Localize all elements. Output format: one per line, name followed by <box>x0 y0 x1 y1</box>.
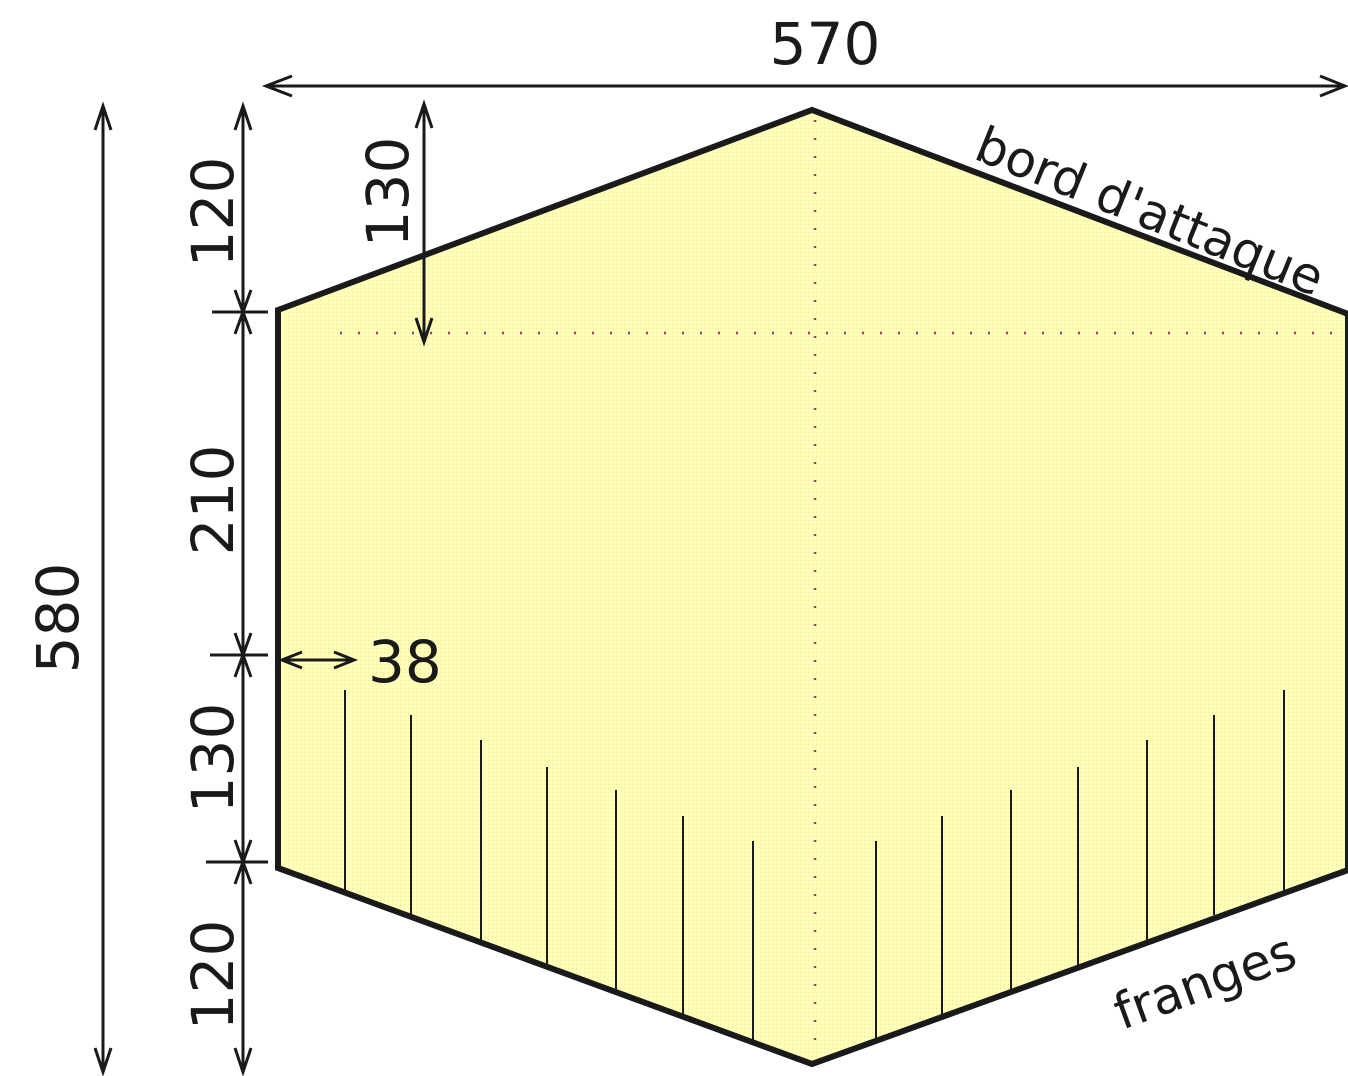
top-segment-label: 120 <box>179 157 247 268</box>
fringe-inset-dimension: 38 <box>277 628 442 696</box>
bottom-segment-label: 120 <box>179 920 247 1031</box>
middle-segment-label: 210 <box>179 445 247 556</box>
height-label: 580 <box>24 563 92 674</box>
guide-offset-dimension: 130 <box>354 99 434 347</box>
fringe-inset-label: 38 <box>368 628 442 696</box>
guide-offset-label: 130 <box>354 137 422 248</box>
segment-dimensions: 120 210 130 120 <box>179 101 268 1076</box>
width-dimension: 570 <box>261 10 1348 98</box>
fringe-lines <box>344 690 1285 1042</box>
kite-panel <box>275 106 1348 1068</box>
lower-segment-label: 130 <box>179 703 247 814</box>
width-label: 570 <box>770 10 881 78</box>
height-dimension: 580 <box>24 101 113 1076</box>
